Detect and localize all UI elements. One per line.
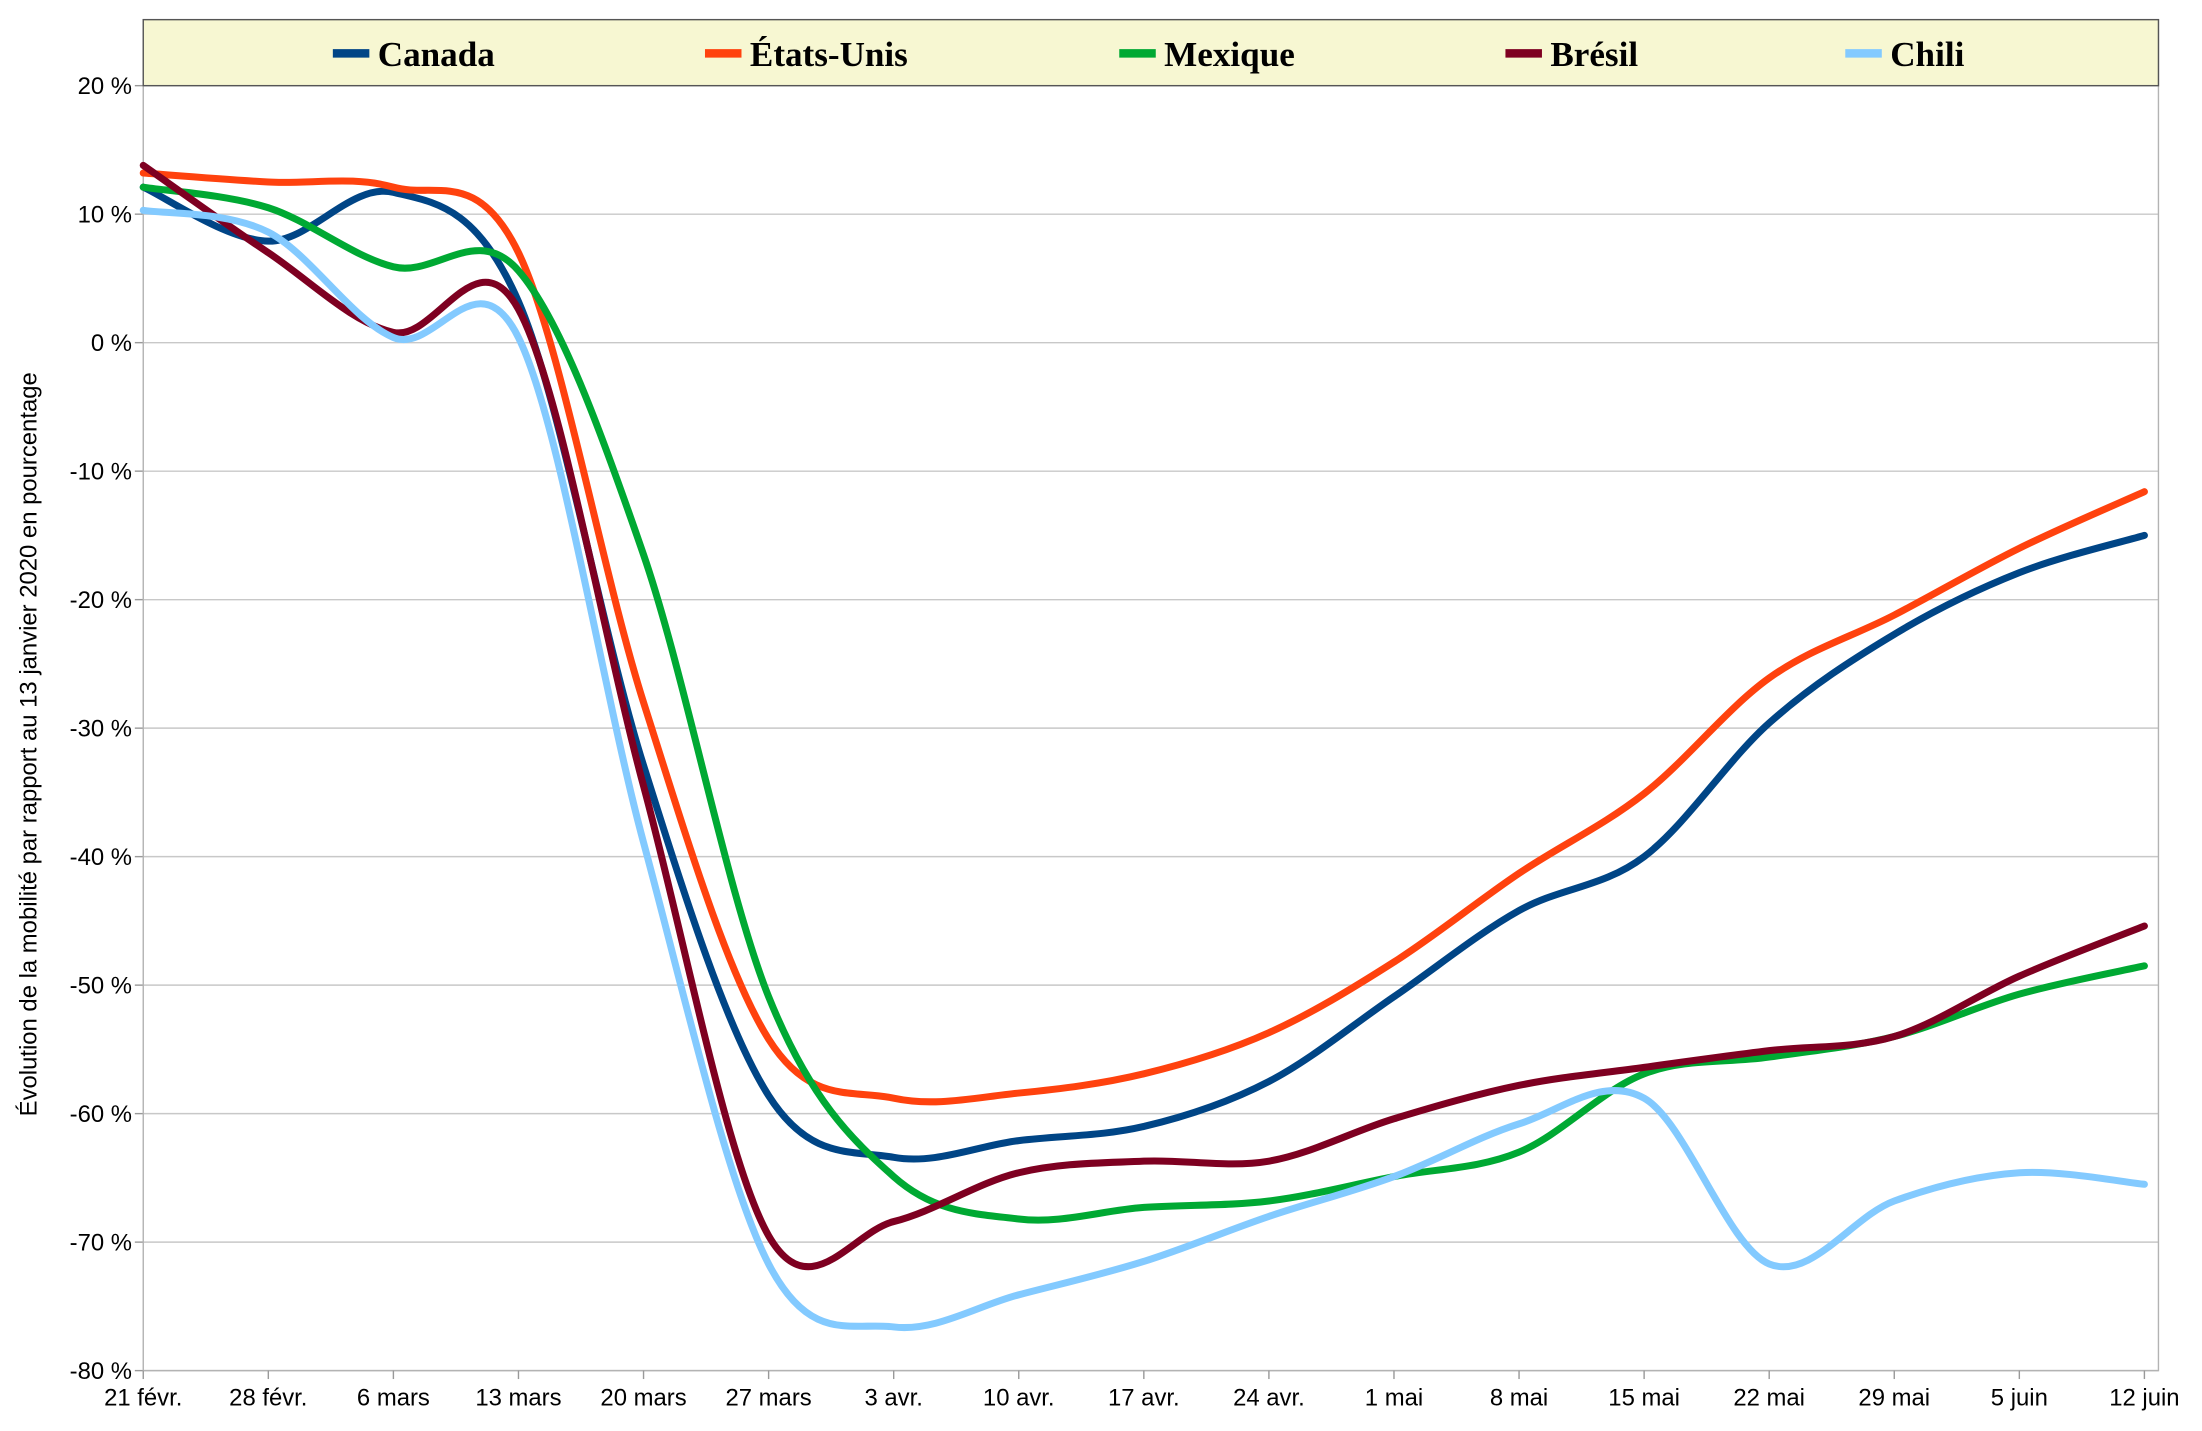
y-tick-label: -70 % [70, 1230, 132, 1257]
x-tick-label: 12 juin [2109, 1385, 2179, 1412]
series-line [139, 183, 2148, 1224]
y-tick-label: 20 % [78, 73, 132, 100]
x-tick-label: 15 mai [1608, 1385, 1680, 1412]
x-tick-label: 13 mars [475, 1385, 561, 1412]
y-axis-label: Évolution de la mobilité par rapport au … [16, 372, 43, 1116]
y-tick-label: -40 % [70, 844, 132, 871]
x-tick-label: 5 juin [1991, 1385, 2048, 1412]
y-tick-label: -30 % [70, 716, 132, 743]
legend-label: Mexique [1164, 35, 1295, 74]
series-line [139, 161, 2148, 1271]
x-tick-label: 8 mai [1490, 1385, 1548, 1412]
series-line [139, 169, 2148, 1106]
x-tick-label: 27 mars [726, 1385, 812, 1412]
y-tick-label: -80 % [70, 1358, 132, 1385]
x-tick-label: 24 avr. [1233, 1385, 1305, 1412]
y-tick-label: 10 % [78, 202, 132, 229]
series-line [139, 206, 2148, 1332]
legend-label: Canada [378, 35, 495, 74]
x-tick-label: 20 mars [600, 1385, 686, 1412]
x-tick-label: 3 avr. [865, 1385, 923, 1412]
legend-label: Chili [1890, 35, 1964, 74]
x-tick-label: 6 mars [357, 1385, 430, 1412]
y-tick-label: -50 % [70, 973, 132, 1000]
x-tick-label: 28 févr. [229, 1385, 307, 1412]
x-tick-label: 22 mai [1733, 1385, 1805, 1412]
x-tick-label: 17 avr. [1108, 1385, 1180, 1412]
legend: Canada États-Unis Mexique Brésil Chili [142, 18, 2160, 87]
legend-label: Brésil [1550, 35, 1638, 74]
x-tick-label: 10 avr. [983, 1385, 1055, 1412]
series-line [139, 183, 2148, 1163]
legend-label: États-Unis [750, 35, 908, 74]
y-tick-label: -10 % [70, 459, 132, 486]
x-tick-label: 1 mai [1365, 1385, 1423, 1412]
y-tick-label: 0 % [91, 330, 132, 357]
y-tick-label: -60 % [70, 1101, 132, 1128]
x-tick-label: 29 mai [1858, 1385, 1930, 1412]
y-tick-label: -20 % [70, 587, 132, 614]
x-tick-label: 21 févr. [104, 1385, 182, 1412]
